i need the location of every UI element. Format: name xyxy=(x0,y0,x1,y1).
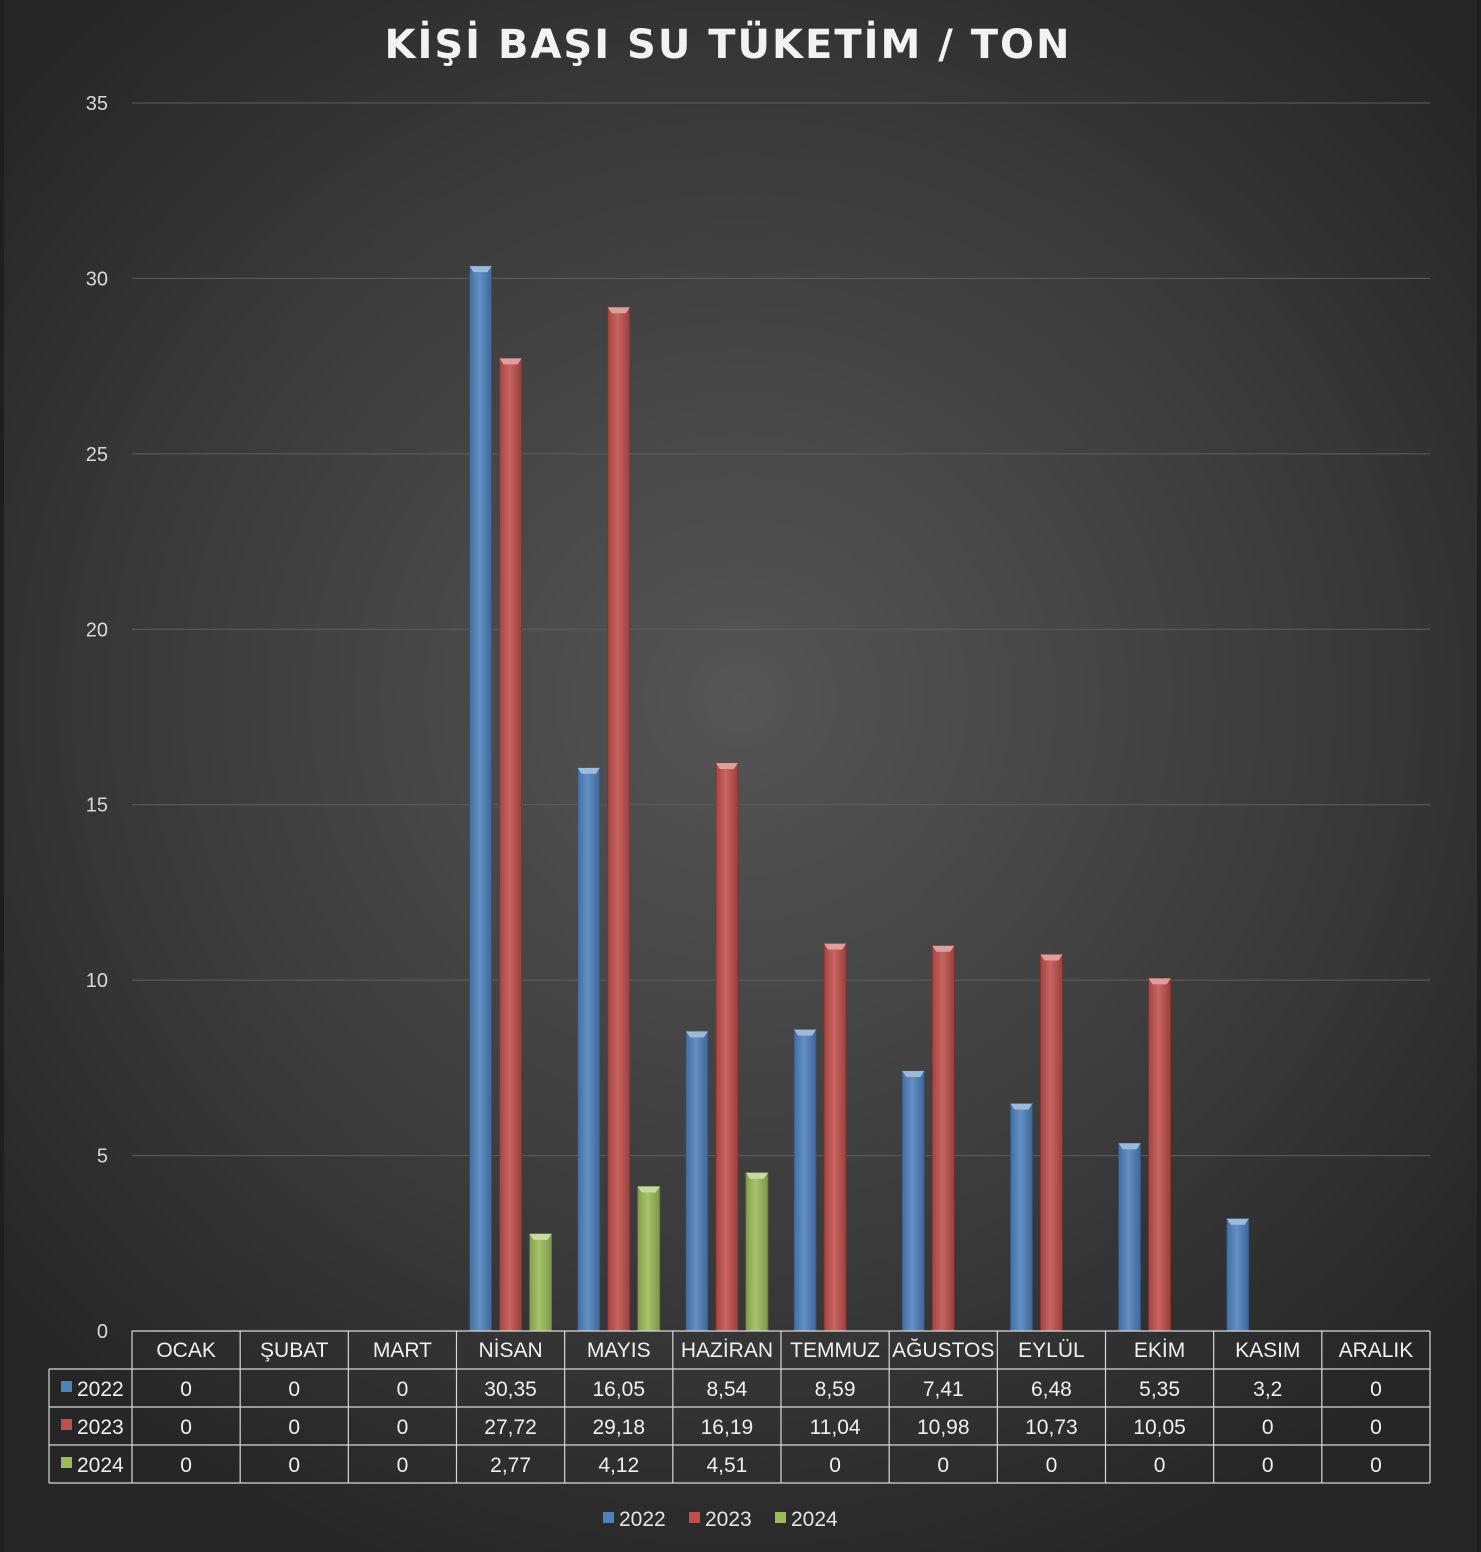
bar-2022-ni̇san xyxy=(469,265,492,1332)
data-value: 10,05 xyxy=(1133,1416,1186,1439)
category-label: NİSAN xyxy=(478,1339,542,1362)
y-tick-label: 5 xyxy=(97,1146,108,1168)
bar-2024-hazi̇ran xyxy=(745,1172,769,1332)
y-tick-label: 30 xyxy=(86,268,108,290)
y-tick-label: 35 xyxy=(86,93,108,115)
data-value: 0 xyxy=(288,1416,300,1439)
data-value: 0 xyxy=(829,1454,841,1477)
data-value: 11,04 xyxy=(810,1416,861,1439)
y-axis: 0 5 10 15 20 25 30 35 xyxy=(86,93,108,1343)
legend-item-2024: 2024 xyxy=(775,1508,838,1531)
data-value: 0 xyxy=(937,1454,949,1477)
series-2022-row-label: 2022 xyxy=(77,1378,124,1401)
category-label: AĞUSTOS xyxy=(892,1339,994,1362)
bar-2022-eki̇m xyxy=(1118,1142,1141,1332)
gridlines xyxy=(132,102,1430,1157)
data-value: 0 xyxy=(180,1454,192,1477)
y-tick-label: 10 xyxy=(86,970,108,992)
data-value: 0 xyxy=(397,1416,409,1439)
data-value: 0 xyxy=(288,1454,300,1477)
data-value: 27,72 xyxy=(484,1416,537,1439)
data-value: 0 xyxy=(1262,1454,1274,1477)
series-2024-row-label: 2024 xyxy=(77,1454,124,1477)
data-value: 4,51 xyxy=(706,1454,747,1477)
data-value: 4,12 xyxy=(598,1454,639,1477)
data-value: 0 xyxy=(1370,1378,1382,1401)
category-label: TEMMUZ xyxy=(790,1339,880,1362)
data-value: 8,59 xyxy=(815,1378,856,1401)
chart-area: KİŞİ BAŞI SU TÜKETİM / TON 0 5 10 15 20 25 30 3… xyxy=(4,0,1477,1552)
bar-2023-mayis xyxy=(607,306,631,1332)
legend-item-2023: 2023 xyxy=(689,1508,752,1531)
bar-2022-ağustos xyxy=(901,1070,925,1332)
data-value: 0 xyxy=(1370,1416,1382,1439)
data-value: 0 xyxy=(180,1378,192,1401)
data-value: 0 xyxy=(288,1378,300,1401)
svg-text:2022: 2022 xyxy=(619,1508,666,1531)
data-table: OCAK ŞUBAT MART NİSAN MAYIS HAZİRAN TEMMUZ AĞUS… xyxy=(48,1330,1431,1484)
category-label: EYLÜL xyxy=(1018,1339,1085,1362)
bar-2022-hazi̇ran xyxy=(685,1030,709,1332)
y-tick-label: 0 xyxy=(97,1321,108,1343)
bar-2022-kasim xyxy=(1226,1218,1250,1332)
bar-2023-eylül xyxy=(1040,954,1063,1332)
y-tick-label: 25 xyxy=(86,444,108,466)
data-value: 6,48 xyxy=(1031,1378,1072,1401)
data-value: 0 xyxy=(1046,1454,1058,1477)
series-2022-key xyxy=(61,1381,72,1392)
data-value: 3,2 xyxy=(1253,1378,1282,1401)
svg-text:2023: 2023 xyxy=(705,1508,752,1531)
bar-2022-eylül xyxy=(1010,1103,1033,1332)
bar-2022-temmuz xyxy=(793,1029,817,1332)
y-tick-label: 20 xyxy=(86,619,108,641)
series-2023-row-label: 2023 xyxy=(77,1416,124,1439)
series-2024-key xyxy=(61,1457,72,1468)
y-tick-label: 15 xyxy=(86,795,108,817)
bar-2023-eki̇m xyxy=(1148,977,1171,1332)
data-value: 10,73 xyxy=(1025,1416,1078,1439)
data-value: 7,41 xyxy=(923,1378,964,1401)
category-label: ŞUBAT xyxy=(260,1339,329,1362)
data-value: 2,77 xyxy=(490,1454,531,1477)
bar-2022-mayis xyxy=(577,767,601,1332)
series-2023-key xyxy=(61,1419,72,1430)
data-value: 0 xyxy=(1154,1454,1166,1477)
category-label: EKİM xyxy=(1134,1339,1185,1362)
data-value: 0 xyxy=(397,1454,409,1477)
bar-2023-ni̇san xyxy=(499,358,522,1332)
data-value: 0 xyxy=(180,1416,192,1439)
bar-2023-ağustos xyxy=(931,945,955,1332)
category-label: MAYIS xyxy=(587,1339,651,1362)
legend-item-2022: 2022 xyxy=(603,1508,666,1531)
data-value: 0 xyxy=(1262,1416,1274,1439)
bar-2023-temmuz xyxy=(823,943,847,1332)
category-label: MART xyxy=(373,1339,432,1362)
data-value: 29,18 xyxy=(592,1416,645,1439)
data-value: 10,98 xyxy=(917,1416,970,1439)
data-value: 0 xyxy=(397,1378,409,1401)
bar-chart: KİŞİ BAŞI SU TÜKETİM / TON 0 5 10 15 20 25 30 3… xyxy=(48,20,1431,1531)
data-value: 5,35 xyxy=(1139,1378,1180,1401)
bar-2024-ni̇san xyxy=(529,1233,552,1332)
data-value: 0 xyxy=(1370,1454,1382,1477)
data-value: 16,19 xyxy=(701,1416,754,1439)
data-value: 30,35 xyxy=(484,1378,537,1401)
legend: 2022 2023 2024 xyxy=(603,1508,838,1531)
bar-2023-hazi̇ran xyxy=(715,762,739,1332)
category-label: KASIM xyxy=(1235,1339,1300,1362)
category-label: HAZİRAN xyxy=(681,1339,773,1362)
data-value: 8,54 xyxy=(706,1378,747,1401)
data-value: 16,05 xyxy=(592,1378,645,1401)
bar-2024-mayis xyxy=(637,1186,661,1332)
category-label: OCAK xyxy=(156,1339,216,1362)
chart-title: KİŞİ BAŞI SU TÜKETİM / TON xyxy=(384,20,1071,68)
category-label: ARALIK xyxy=(1339,1339,1414,1362)
bars xyxy=(469,265,1250,1332)
svg-text:2024: 2024 xyxy=(791,1508,838,1531)
